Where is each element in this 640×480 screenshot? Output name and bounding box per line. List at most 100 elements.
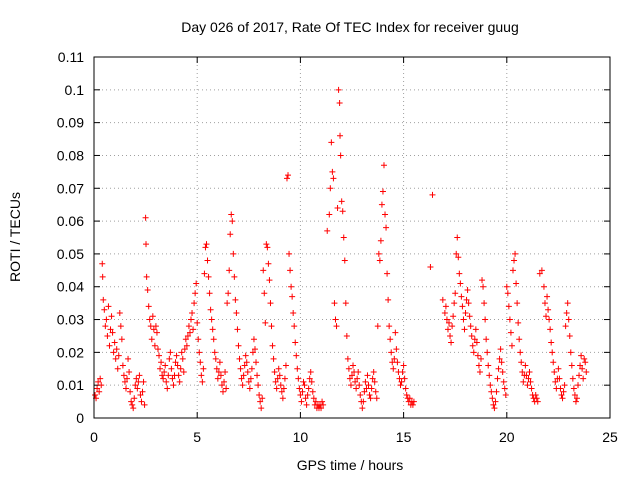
data-point xyxy=(390,365,397,372)
data-point xyxy=(384,270,391,277)
data-point xyxy=(549,349,556,356)
data-point xyxy=(515,319,522,326)
data-point xyxy=(290,309,297,316)
data-point xyxy=(276,372,283,379)
data-point xyxy=(214,375,221,382)
data-point xyxy=(228,211,235,218)
data-point xyxy=(519,369,526,376)
data-point xyxy=(578,352,585,359)
data-point xyxy=(370,369,377,376)
data-point xyxy=(572,398,579,405)
data-point xyxy=(502,392,509,399)
data-point xyxy=(162,362,169,369)
data-point xyxy=(258,405,265,412)
data-point xyxy=(226,267,233,274)
data-point xyxy=(202,244,209,251)
data-point xyxy=(442,303,449,310)
data-point xyxy=(140,378,147,385)
data-point xyxy=(309,388,316,395)
data-point xyxy=(201,270,208,277)
data-point xyxy=(159,372,166,379)
data-point xyxy=(232,296,239,303)
data-point xyxy=(292,339,299,346)
data-point xyxy=(331,300,338,307)
data-point xyxy=(490,401,497,408)
data-point xyxy=(157,365,164,372)
data-point xyxy=(121,378,128,385)
data-point xyxy=(339,208,346,215)
data-point xyxy=(366,392,373,399)
y-tick-label: 0 xyxy=(76,410,84,426)
data-point xyxy=(346,375,353,382)
data-point xyxy=(296,385,303,392)
data-point xyxy=(399,369,406,376)
data-point xyxy=(103,316,110,323)
data-point xyxy=(301,382,308,389)
data-point xyxy=(582,359,589,366)
data-point xyxy=(300,378,307,385)
data-point xyxy=(167,349,174,356)
data-point xyxy=(212,355,219,362)
data-point xyxy=(548,339,555,346)
data-point xyxy=(397,382,404,389)
data-point xyxy=(218,382,225,389)
data-point xyxy=(341,257,348,264)
data-point xyxy=(240,372,247,379)
data-point xyxy=(517,349,524,356)
data-point xyxy=(463,296,470,303)
data-point xyxy=(528,385,535,392)
data-point xyxy=(295,375,302,382)
data-point xyxy=(481,300,488,307)
data-point xyxy=(506,316,513,323)
data-point xyxy=(207,306,214,313)
data-point xyxy=(186,329,193,336)
data-point xyxy=(173,352,180,359)
data-point xyxy=(208,316,215,323)
data-point xyxy=(469,342,476,349)
data-point xyxy=(389,359,396,366)
y-tick-label: 0.11 xyxy=(58,49,84,65)
data-point xyxy=(478,355,484,362)
data-point xyxy=(566,332,573,339)
data-point xyxy=(580,375,587,382)
data-point xyxy=(247,375,254,382)
data-point xyxy=(562,323,569,330)
data-point xyxy=(127,388,134,395)
data-point xyxy=(119,362,126,369)
data-point xyxy=(131,395,138,402)
data-point xyxy=(472,326,479,333)
data-point xyxy=(363,385,370,392)
data-point xyxy=(368,385,375,392)
data-point xyxy=(206,290,213,297)
data-point xyxy=(449,323,456,330)
data-point xyxy=(303,401,310,408)
data-point xyxy=(210,336,217,343)
data-point xyxy=(462,309,469,316)
data-point xyxy=(400,362,407,369)
data-point xyxy=(259,395,266,402)
data-point xyxy=(508,342,515,349)
data-point xyxy=(148,336,155,343)
data-point xyxy=(115,352,122,359)
data-point xyxy=(511,257,518,264)
data-point xyxy=(307,369,314,376)
data-point xyxy=(326,211,333,218)
data-point xyxy=(217,372,224,379)
data-point xyxy=(536,270,543,277)
data-point xyxy=(500,378,507,385)
data-point xyxy=(249,349,256,356)
data-point xyxy=(330,175,337,182)
data-point xyxy=(98,382,105,389)
data-point xyxy=(168,365,175,372)
plot-frame xyxy=(93,56,611,419)
data-point xyxy=(183,342,190,349)
data-point xyxy=(575,382,582,389)
data-point xyxy=(305,385,312,392)
data-point xyxy=(229,218,236,225)
data-point xyxy=(460,316,467,323)
data-point xyxy=(452,290,459,297)
data-point xyxy=(545,306,552,313)
data-point xyxy=(516,336,523,343)
y-tick-label: 0.01 xyxy=(57,377,84,393)
data-point xyxy=(318,405,325,412)
